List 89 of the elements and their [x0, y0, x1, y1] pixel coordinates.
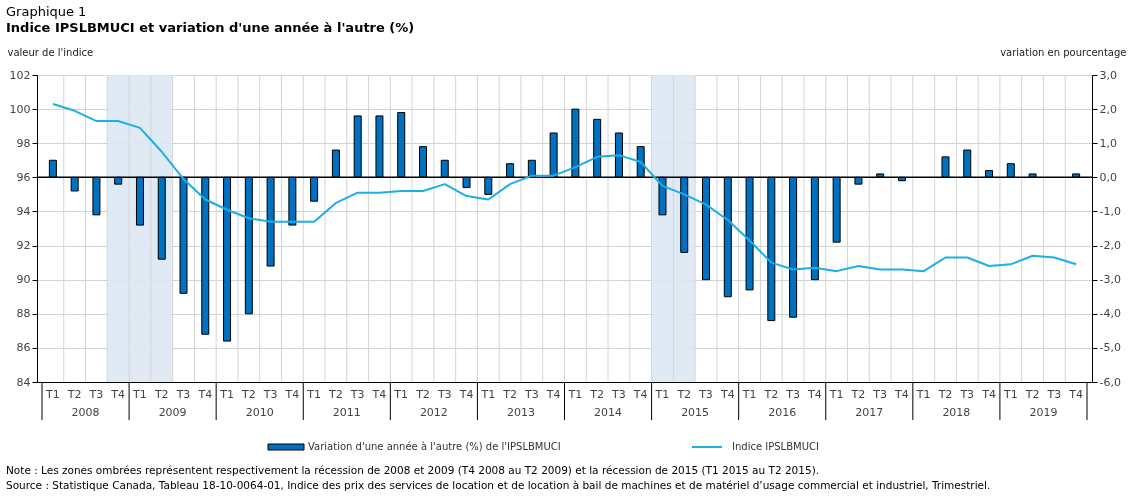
x-tick-label: T2 [850, 388, 866, 401]
y-tick-label: 88 [16, 307, 31, 321]
x-tick-label: T1 [45, 388, 60, 401]
x-tick-label: T1 [219, 388, 234, 401]
x-tick-label: T1 [654, 388, 670, 401]
source-note: Source : Statistique Canada, Tableau 18-10-0064-01, Indice des prix des services de location et de location à bail de machines et de matériel d’usage commercial et industriel, Trimestriel. [6, 479, 991, 491]
text: 2018 [942, 406, 971, 419]
y2-tick-label: -1,0 [1099, 204, 1121, 218]
x-tick-label: T3 [262, 388, 278, 401]
x-tick-label: T1 [741, 388, 757, 401]
y2-tick-label: -4,0 [1099, 307, 1121, 321]
x-tick-label: T3 [436, 388, 452, 401]
x-tick-label: T1 [567, 388, 583, 401]
y-tick-label: 90 [16, 273, 31, 287]
legend-label: Indice IPSLBMUCI [732, 441, 819, 452]
x-tick-label: T2 [937, 388, 953, 401]
y2-tick-label: -3,0 [1099, 273, 1121, 287]
x-tick-label: T4 [807, 388, 822, 401]
y-tick-label: 96 [16, 170, 31, 184]
text: 2013 [506, 406, 535, 419]
x-tick-label: T4 [458, 388, 474, 401]
y-tick-label: 102 [9, 68, 31, 82]
y-tick-label: 94 [16, 204, 31, 218]
x-tick-label: T1 [393, 388, 409, 401]
x-tick-label: T4 [894, 388, 909, 401]
x-tick-label: T3 [349, 388, 365, 401]
text: 2009 [158, 406, 187, 419]
x-tick-label: T3 [88, 388, 104, 401]
x-tick-label: T4 [1068, 388, 1083, 401]
chart-title: Graphique 1 [6, 4, 87, 19]
text: 2010 [245, 406, 274, 419]
y-tick-label: 100 [9, 102, 31, 116]
x-tick-label: T4 [284, 388, 300, 401]
text: 2019 [1029, 406, 1058, 419]
x-tick-label: T4 [719, 388, 735, 401]
legend-label: Variation d'une année à l'autre (%) de l'IPSLBMUCI [308, 441, 561, 452]
y2-tick-label: 1,0 [1099, 136, 1117, 150]
x-tick-label: T4 [197, 388, 213, 401]
y-tick-label: 86 [16, 341, 31, 355]
text: 2008 [71, 406, 100, 419]
text: 2016 [768, 406, 797, 419]
y-axis-title: valeur de l'indice [7, 46, 94, 58]
x-tick-label: T2 [153, 388, 169, 401]
x-tick-label: T2 [328, 388, 343, 401]
x-tick-label: T2 [763, 388, 779, 401]
y2-tick-label: 3,0 [1099, 68, 1117, 82]
y2-tick-label: -6,0 [1099, 375, 1121, 389]
text: Note : Les zones ombrées représentent respectivement la récession de 2008 et 2009 (T4 2008 au T2 2009) et la récession de 2015 (T1 2015 au T2 2015). [6, 464, 820, 476]
x-tick-label: T1 [828, 388, 844, 401]
x-tick-label: T3 [611, 388, 626, 401]
x-tick-label: T1 [915, 388, 931, 401]
x-tick-label: T3 [1046, 388, 1062, 401]
x-tick-label: T4 [110, 388, 126, 401]
line-series [51, 102, 1078, 273]
y2-tick-label: -5,0 [1099, 341, 1121, 355]
text: 2017 [855, 406, 884, 419]
text: 2015 [681, 406, 710, 419]
text: 2012 [419, 406, 448, 419]
y-tick-label: 98 [16, 136, 31, 150]
x-tick-label: T1 [1002, 388, 1018, 401]
x-tick-label: T3 [698, 388, 713, 401]
y2-tick-label: -2,0 [1099, 239, 1121, 253]
x-tick-label: T2 [1024, 388, 1040, 401]
chart-subtitle: Indice IPSLBMUCI et variation d'une année à l'autre (%) [6, 20, 415, 35]
x-tick-label: T1 [132, 388, 147, 401]
x-tick-label: T3 [175, 388, 191, 401]
y2-tick-label: 0,0 [1099, 170, 1117, 184]
text: 2011 [332, 406, 361, 419]
y-tick-label: 84 [16, 375, 31, 389]
text: 2014 [594, 406, 623, 419]
x-tick-label: T4 [632, 388, 648, 401]
x-tick-label: T1 [480, 388, 496, 401]
x-tick-label: T4 [981, 388, 996, 401]
x-tick-label: T2 [502, 388, 517, 401]
y2-axis-title: variation en pourcentage [1000, 46, 1127, 58]
x-tick-label: T2 [240, 388, 256, 401]
x-tick-label: T3 [523, 388, 539, 401]
y2-tick-label: 2,0 [1099, 102, 1117, 116]
x-tick-label: T2 [66, 388, 82, 401]
x-tick-label: T2 [676, 388, 692, 401]
x-tick-label: T3 [785, 388, 800, 401]
x-tick-label: T3 [872, 388, 888, 401]
x-tick-label: T4 [545, 388, 561, 401]
x-tick-label: T3 [959, 388, 975, 401]
x-tick-label: T1 [306, 388, 321, 401]
x-tick-label: T2 [415, 388, 430, 401]
x-tick-label: T4 [371, 388, 387, 401]
x-tick-label: T2 [589, 388, 605, 401]
y-tick-label: 92 [16, 239, 31, 253]
